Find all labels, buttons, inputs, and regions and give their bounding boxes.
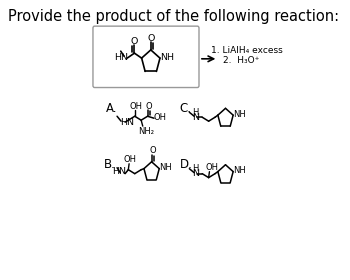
Text: NH: NH — [160, 53, 174, 62]
Text: H: H — [193, 108, 199, 117]
Text: HN: HN — [112, 167, 126, 176]
Text: OH: OH — [129, 102, 142, 111]
Text: OH: OH — [205, 163, 218, 172]
Text: HN: HN — [114, 53, 128, 62]
Text: N: N — [192, 113, 199, 122]
Text: Provide the product of the following reaction:: Provide the product of the following rea… — [8, 9, 339, 24]
Text: O: O — [131, 37, 138, 46]
Text: NH: NH — [233, 166, 246, 175]
Text: OH: OH — [154, 113, 167, 122]
Text: 1. LiAlH₄ excess: 1. LiAlH₄ excess — [210, 46, 282, 55]
Text: O: O — [145, 102, 152, 111]
Text: NH₂: NH₂ — [138, 127, 154, 136]
Text: N: N — [192, 169, 199, 178]
Text: C.: C. — [180, 102, 192, 115]
Text: O: O — [149, 146, 156, 155]
Text: D.: D. — [180, 158, 193, 171]
Text: B.: B. — [103, 158, 115, 171]
FancyBboxPatch shape — [93, 26, 199, 88]
Text: A.: A. — [106, 102, 117, 115]
Text: NH: NH — [159, 163, 172, 172]
Text: OH: OH — [124, 155, 136, 164]
Text: 2.  H₃O⁺: 2. H₃O⁺ — [223, 56, 259, 65]
Text: HN: HN — [120, 118, 134, 127]
Text: O: O — [147, 34, 154, 43]
Text: H: H — [193, 164, 199, 173]
Text: NH: NH — [233, 110, 246, 119]
